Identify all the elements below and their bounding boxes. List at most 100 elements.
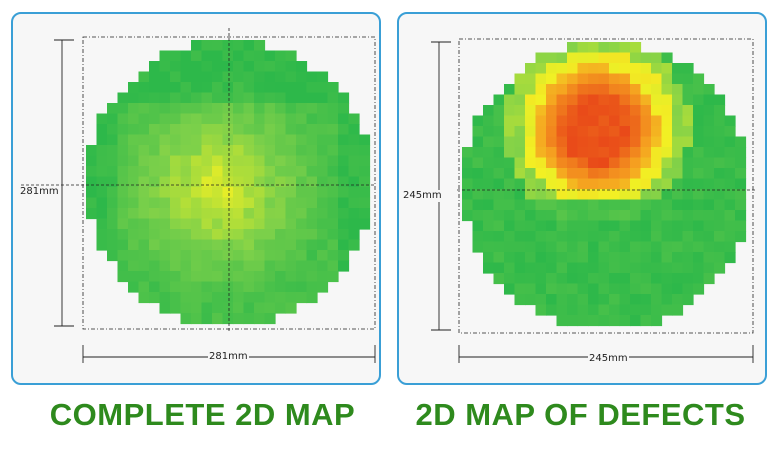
heatmap-cell	[504, 252, 516, 264]
heatmap-cell	[212, 124, 224, 136]
heatmap-cell	[546, 94, 558, 106]
heatmap-cell	[619, 84, 631, 96]
heatmap-cell	[170, 82, 182, 94]
heatmap-cell	[264, 155, 276, 167]
heatmap-cell	[233, 124, 245, 136]
heatmap-cell	[149, 260, 161, 272]
heatmap-cell	[191, 61, 203, 73]
heatmap-cell	[640, 199, 652, 211]
height-dimension-label: 281mm	[19, 186, 60, 198]
heatmap-cell	[588, 84, 600, 96]
heatmap-cell	[693, 210, 705, 222]
heatmap-cell	[682, 73, 694, 85]
heatmap-cell	[546, 115, 558, 127]
heatmap-cell	[201, 187, 213, 199]
heatmap-cell	[317, 134, 329, 146]
heatmap-cell	[682, 115, 694, 127]
heatmap-cell	[514, 73, 526, 85]
heatmap-cell	[693, 262, 705, 274]
heatmap-cell	[514, 115, 526, 127]
heatmap-cell	[493, 147, 505, 159]
heatmap-cell	[672, 63, 684, 75]
heatmap-cell	[222, 50, 234, 62]
heatmap-cell	[682, 126, 694, 138]
heatmap-cell	[661, 52, 673, 64]
heatmap-cell	[317, 260, 329, 272]
heatmap-cell	[556, 231, 568, 243]
heatmap-cell	[714, 168, 726, 180]
heatmap-cell	[661, 231, 673, 243]
heatmap-cell	[567, 63, 579, 75]
heatmap-cell	[317, 155, 329, 167]
heatmap-cell	[128, 155, 140, 167]
heatmap-cell	[306, 92, 318, 104]
heatmap-cell	[483, 220, 495, 232]
heatmap-cell	[107, 218, 119, 230]
heatmap-cell	[693, 105, 705, 117]
heatmap-cell	[546, 210, 558, 222]
heatmap-cell	[86, 166, 98, 178]
heatmap-cell	[514, 168, 526, 180]
heatmap-cell	[348, 155, 360, 167]
heatmap-cell	[703, 210, 715, 222]
heatmap-cell	[306, 103, 318, 115]
heatmap-cell	[472, 178, 484, 190]
heatmap-cell	[306, 292, 318, 304]
heatmap-cell	[201, 155, 213, 167]
heatmap-cell	[296, 71, 308, 83]
heatmap-cell	[264, 50, 276, 62]
heatmap-cell	[296, 260, 308, 272]
heatmap-cell	[243, 218, 255, 230]
heatmap-cell	[285, 271, 297, 283]
heatmap-cell	[348, 229, 360, 241]
heatmap-cell	[525, 105, 537, 117]
heatmap-cell	[275, 218, 287, 230]
heatmap-cell	[138, 218, 150, 230]
heatmap-cell	[306, 82, 318, 94]
heatmap-cell	[107, 176, 119, 188]
heatmap-cell	[703, 136, 715, 148]
heatmap-cell	[598, 147, 610, 159]
heatmap-cell	[159, 271, 171, 283]
heatmap-cell	[296, 61, 308, 73]
heatmap-cell	[567, 283, 579, 295]
heatmap-cell	[504, 231, 516, 243]
heatmap-cell	[714, 115, 726, 127]
heatmap-cell	[338, 239, 350, 251]
heatmap-cell	[201, 82, 213, 94]
heatmap-cell	[682, 294, 694, 306]
heatmap-cell	[285, 50, 297, 62]
heatmap-cell	[546, 241, 558, 253]
heatmap-cell	[254, 229, 266, 241]
heatmap-cell	[254, 166, 266, 178]
heatmap-cell	[514, 220, 526, 232]
heatmap-cell	[159, 145, 171, 157]
heatmap-cell	[159, 260, 171, 272]
heatmap-cell	[619, 42, 631, 54]
heatmap-cell	[149, 176, 161, 188]
heatmap-cell	[117, 229, 129, 241]
width-dimension-label: 281mm	[208, 351, 249, 363]
heatmap-cell	[556, 157, 568, 169]
heatmap-cell	[201, 292, 213, 304]
heatmap-cell	[619, 304, 631, 316]
heatmap-cell	[233, 166, 245, 178]
heatmap-cell	[661, 94, 673, 106]
heatmap-cell	[327, 218, 339, 230]
heatmap-cell	[735, 136, 747, 148]
heatmap-cell	[546, 294, 558, 306]
heatmap-cell	[285, 155, 297, 167]
heatmap-cell	[682, 168, 694, 180]
heatmap-cell	[619, 73, 631, 85]
heatmap-cell	[714, 262, 726, 274]
heatmap-cell	[546, 157, 558, 169]
heatmap-cell	[588, 241, 600, 253]
heatmap-cell	[159, 292, 171, 304]
heatmap-cell	[233, 71, 245, 83]
heatmap-cell	[535, 52, 547, 64]
heatmap-cell	[348, 218, 360, 230]
heatmap-cell	[619, 273, 631, 285]
heatmap-cell	[661, 63, 673, 75]
heatmap-cell	[212, 50, 224, 62]
heatmap-cell	[598, 294, 610, 306]
